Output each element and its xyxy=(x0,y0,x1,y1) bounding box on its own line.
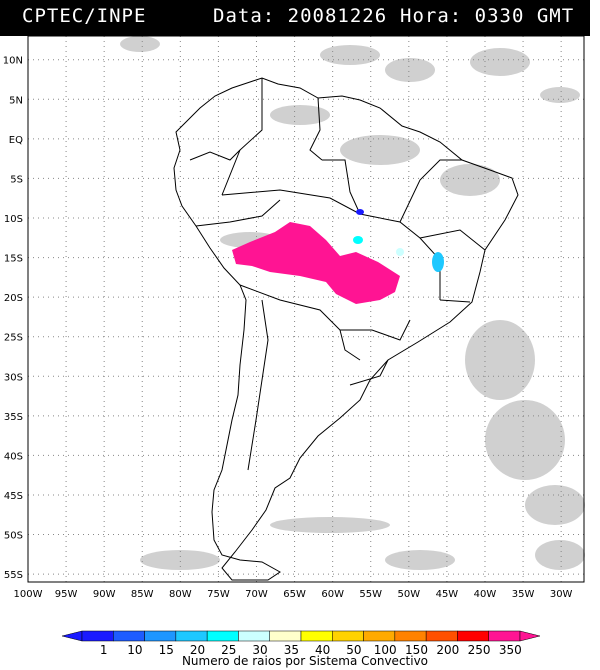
source-title: CPTEC/INPE xyxy=(22,5,147,27)
lat-tick-label: EQ xyxy=(9,135,23,146)
lat-tick-label: 10N xyxy=(3,56,23,67)
legend-value-label: 100 xyxy=(374,643,397,657)
map-frame xyxy=(27,35,585,583)
legend-swatch xyxy=(394,630,427,642)
legend-value-label: 20 xyxy=(190,643,205,657)
header-bar: CPTEC/INPE Data: 20081226 Hora: 0330 GMT xyxy=(0,0,590,36)
legend-swatch xyxy=(144,630,177,642)
legend-value-label: 25 xyxy=(221,643,236,657)
lat-tick-label: 5S xyxy=(10,174,23,185)
date-label: Data: 20081226 xyxy=(213,5,388,27)
lon-tick-label: 90W xyxy=(93,589,116,600)
time-label: Hora: 0330 GMT xyxy=(400,5,575,27)
lat-tick-label: 50S xyxy=(4,531,23,542)
legend-value-label: 40 xyxy=(315,643,330,657)
legend-value-label: 250 xyxy=(468,643,491,657)
legend-swatch xyxy=(206,630,239,642)
legend-value-label: 35 xyxy=(284,643,299,657)
lon-tick-label: 30W xyxy=(550,589,573,600)
legend-value-label: 10 xyxy=(127,643,142,657)
longitude-labels: 100W 95W 90W 85W 80W 75W 70W 65W 60W 55W 50W 45W 40W… xyxy=(14,589,573,600)
legend-swatch xyxy=(238,630,270,642)
legend-swatch xyxy=(300,630,333,642)
legend-value-label: 150 xyxy=(405,643,428,657)
lon-tick-label: 65W xyxy=(283,589,306,600)
lon-tick-label: 100W xyxy=(14,589,43,600)
legend-swatch xyxy=(488,630,521,642)
lon-tick-label: 60W xyxy=(321,589,344,600)
legend-colorbar: 1 10 15 20 25 30 35 40 50 100 150 200 250 350 xyxy=(61,630,541,657)
legend-swatch xyxy=(457,630,489,642)
cloud-imagery xyxy=(120,36,585,570)
lat-tick-label: 15S xyxy=(4,254,23,265)
legend-swatch xyxy=(363,630,396,642)
legend-swatch xyxy=(425,630,458,642)
lat-tick-label: 25S xyxy=(4,333,23,344)
legend-value-label: 1 xyxy=(100,643,108,657)
lon-tick-label: 80W xyxy=(169,589,192,600)
lat-tick-label: 55S xyxy=(4,570,23,581)
lon-tick-label: 85W xyxy=(131,589,154,600)
legend-value-label: 200 xyxy=(436,643,459,657)
latitude-labels: 10N 5N EQ 5S 10S 15S 20S 25S 30S 35S 40S 45S 50S 55S xyxy=(3,56,23,581)
legend-swatch xyxy=(81,630,114,642)
convective-systems xyxy=(232,209,444,304)
legend-arrow-low xyxy=(61,630,83,642)
legend-swatch xyxy=(269,630,302,642)
lat-tick-label: 40S xyxy=(4,451,23,462)
lat-tick-label: 10S xyxy=(4,214,23,225)
legend-value-label: 50 xyxy=(346,643,361,657)
legend-swatch xyxy=(175,630,208,642)
lat-tick-label: 45S xyxy=(4,491,23,502)
lat-tick-label: 35S xyxy=(4,412,23,423)
legend-value-label: 350 xyxy=(499,643,522,657)
legend-title: Numero de raios por Sistema Convectivo xyxy=(182,654,428,668)
lon-tick-label: 35W xyxy=(512,589,535,600)
lat-tick-label: 20S xyxy=(4,293,23,304)
legend-value-label: 15 xyxy=(159,643,174,657)
lon-tick-label: 50W xyxy=(398,589,421,600)
lon-tick-label: 40W xyxy=(474,589,497,600)
lat-tick-label: 30S xyxy=(4,372,23,383)
legend-value-label: 30 xyxy=(252,643,267,657)
legend-arrow-high xyxy=(519,630,541,642)
lat-tick-label: 5N xyxy=(9,95,23,106)
lon-tick-label: 55W xyxy=(359,589,382,600)
lon-tick-label: 75W xyxy=(207,589,230,600)
legend-swatch xyxy=(332,630,364,642)
legend-swatch xyxy=(113,630,145,642)
lon-tick-label: 95W xyxy=(55,589,78,600)
lon-tick-label: 70W xyxy=(245,589,268,600)
lon-tick-label: 45W xyxy=(436,589,459,600)
